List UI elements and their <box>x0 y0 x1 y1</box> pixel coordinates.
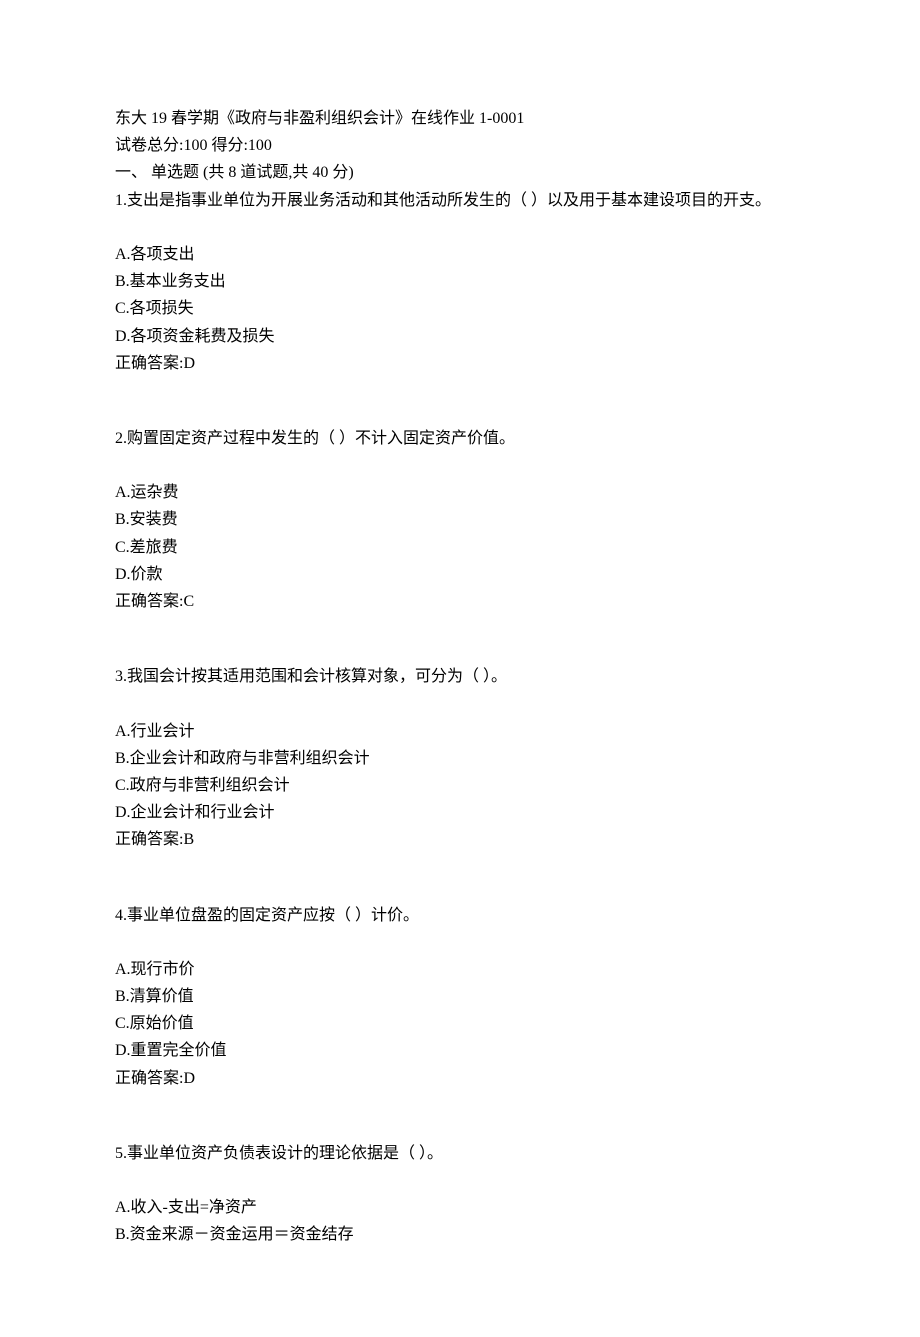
question-stem: 1.支出是指事业单位为开展业务活动和其他活动所发生的（ ）以及用于基本建设项目的… <box>115 187 805 214</box>
option-a: A.现行市价 <box>115 956 805 983</box>
answer-line: 正确答案:B <box>115 826 805 853</box>
option-b: B.清算价值 <box>115 983 805 1010</box>
option-c: C.差旅费 <box>115 534 805 561</box>
answer-line: 正确答案:C <box>115 588 805 615</box>
option-c: C.政府与非营利组织会计 <box>115 772 805 799</box>
question-1: 1.支出是指事业单位为开展业务活动和其他活动所发生的（ ）以及用于基本建设项目的… <box>115 187 805 377</box>
blank-line <box>115 452 805 479</box>
option-a: A.收入-支出=净资产 <box>115 1194 805 1221</box>
exam-title: 东大 19 春学期《政府与非盈利组织会计》在线作业 1-0001 <box>115 105 805 132</box>
option-a: A.行业会计 <box>115 718 805 745</box>
question-2: 2.购置固定资产过程中发生的（ ）不计入固定资产价值。 A.运杂费 B.安装费 … <box>115 425 805 615</box>
question-stem: 3.我国会计按其适用范围和会计核算对象，可分为（ ）。 <box>115 663 805 690</box>
blank-line <box>115 1167 805 1194</box>
option-c: C.原始价值 <box>115 1010 805 1037</box>
option-b: B.资金来源－资金运用＝资金结存 <box>115 1221 805 1248</box>
answer-line: 正确答案:D <box>115 1065 805 1092</box>
blank-line <box>115 929 805 956</box>
blank-line <box>115 690 805 717</box>
option-b: B.基本业务支出 <box>115 268 805 295</box>
exam-header: 东大 19 春学期《政府与非盈利组织会计》在线作业 1-0001 试卷总分:10… <box>115 105 805 187</box>
question-5: 5.事业单位资产负债表设计的理论依据是（ ）。 A.收入-支出=净资产 B.资金… <box>115 1140 805 1249</box>
document-page: 东大 19 春学期《政府与非盈利组织会计》在线作业 1-0001 试卷总分:10… <box>0 0 920 1337</box>
option-d: D.价款 <box>115 561 805 588</box>
answer-line: 正确答案:D <box>115 350 805 377</box>
option-b: B.企业会计和政府与非营利组织会计 <box>115 745 805 772</box>
question-3: 3.我国会计按其适用范围和会计核算对象，可分为（ ）。 A.行业会计 B.企业会… <box>115 663 805 853</box>
option-d: D.企业会计和行业会计 <box>115 799 805 826</box>
option-a: A.运杂费 <box>115 479 805 506</box>
question-stem: 4.事业单位盘盈的固定资产应按（ ）计价。 <box>115 902 805 929</box>
section-title: 一、 单选题 (共 8 道试题,共 40 分) <box>115 159 805 186</box>
option-d: D.重置完全价值 <box>115 1037 805 1064</box>
blank-line <box>115 214 805 241</box>
exam-score-line: 试卷总分:100 得分:100 <box>115 132 805 159</box>
option-d: D.各项资金耗费及损失 <box>115 323 805 350</box>
question-stem: 5.事业单位资产负债表设计的理论依据是（ ）。 <box>115 1140 805 1167</box>
option-c: C.各项损失 <box>115 295 805 322</box>
question-stem: 2.购置固定资产过程中发生的（ ）不计入固定资产价值。 <box>115 425 805 452</box>
option-b: B.安装费 <box>115 506 805 533</box>
option-a: A.各项支出 <box>115 241 805 268</box>
question-4: 4.事业单位盘盈的固定资产应按（ ）计价。 A.现行市价 B.清算价值 C.原始… <box>115 902 805 1092</box>
